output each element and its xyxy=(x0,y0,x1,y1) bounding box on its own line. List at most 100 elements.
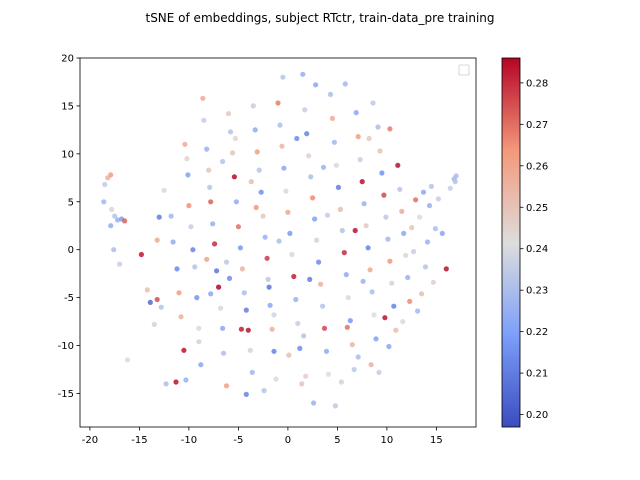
scatter-point xyxy=(417,214,423,220)
scatter-point xyxy=(182,141,188,147)
scatter-point xyxy=(289,251,295,258)
scatter-point xyxy=(249,369,255,375)
scatter-point xyxy=(101,199,107,205)
scatter-point xyxy=(188,224,194,230)
scatter-point xyxy=(360,278,366,284)
scatter-point xyxy=(435,196,441,202)
scatter-point xyxy=(204,256,210,262)
scatter-point xyxy=(204,146,210,152)
scatter-point xyxy=(452,179,458,185)
scatter-point xyxy=(318,281,324,287)
x-tick-label: 10 xyxy=(381,435,394,446)
scatter-point xyxy=(122,218,128,224)
scatter-point xyxy=(186,203,192,209)
scatter-point xyxy=(399,208,405,214)
scatter-point xyxy=(376,369,382,375)
scatter-point xyxy=(337,206,343,212)
scatter-point xyxy=(407,298,413,304)
colorbar-tick-label: 0.28 xyxy=(526,78,548,89)
colorbar-tick-label: 0.27 xyxy=(526,120,548,131)
scatter-point xyxy=(158,304,164,310)
scatter-point xyxy=(415,308,421,314)
scatter-point xyxy=(238,326,244,332)
x-tick-label: -20 xyxy=(82,435,98,446)
scatter-point xyxy=(252,127,258,133)
scatter-point xyxy=(327,91,334,97)
scatter-point xyxy=(108,223,114,229)
scatter-point xyxy=(112,213,118,219)
scatter-point xyxy=(183,377,189,383)
scatter-point xyxy=(229,150,236,156)
scatter-point xyxy=(321,325,328,331)
colorbar-tick-label: 0.24 xyxy=(526,244,548,255)
scatter-point xyxy=(223,259,230,265)
scatter-point xyxy=(115,217,121,223)
scatter-point xyxy=(280,74,286,80)
scatter-point xyxy=(332,403,338,409)
scatter-point xyxy=(395,162,401,168)
scatter-point xyxy=(443,266,449,272)
scatter-point xyxy=(377,148,383,154)
scatter-point xyxy=(271,312,277,318)
scatter-point xyxy=(439,230,445,236)
scatter-point xyxy=(370,100,376,106)
scatter-point xyxy=(409,225,415,231)
x-tick-label: -5 xyxy=(233,435,243,446)
scatter-point xyxy=(302,107,308,113)
scatter-point xyxy=(385,236,391,242)
scatter-point xyxy=(320,164,327,170)
scatter-point xyxy=(206,167,212,173)
y-tick-label: 0 xyxy=(68,245,74,256)
scatter-point xyxy=(353,110,359,116)
scatter-point xyxy=(430,279,436,285)
scatter-point xyxy=(355,354,361,360)
scatter-point xyxy=(365,245,371,251)
scatter-point xyxy=(163,381,169,387)
scatter-point xyxy=(393,327,399,333)
scatter-point xyxy=(447,185,453,191)
scatter-point xyxy=(173,379,179,385)
scatter-point xyxy=(144,287,150,293)
scatter-point xyxy=(367,267,373,273)
scatter-point xyxy=(411,249,417,255)
scatter-point xyxy=(154,296,160,303)
colorbar-tick-label: 0.25 xyxy=(526,203,548,214)
scatter-point xyxy=(344,324,350,330)
scatter-point xyxy=(293,296,299,303)
scatter-point xyxy=(363,223,369,229)
scatter-point xyxy=(375,124,381,130)
scatter-point xyxy=(291,273,297,280)
scatter-point xyxy=(342,81,348,87)
scatter-point xyxy=(323,348,330,354)
scatter-point xyxy=(299,381,305,387)
scatter-point xyxy=(373,336,379,342)
scatter-point xyxy=(295,320,301,327)
scatter-point xyxy=(220,325,226,331)
scatter-point xyxy=(286,352,292,358)
scatter-point xyxy=(287,230,293,236)
scatter-point xyxy=(359,179,365,185)
scatter-point xyxy=(352,227,358,234)
scatter-point xyxy=(355,134,361,140)
scatter-point xyxy=(371,312,377,318)
scatter-point xyxy=(201,117,207,123)
scatter-point xyxy=(338,379,344,385)
scatter-point xyxy=(387,258,393,264)
scatter-point xyxy=(329,115,335,121)
scatter-point xyxy=(325,371,332,377)
scatter-point xyxy=(304,131,310,137)
scatter-point xyxy=(243,307,249,313)
scatter-point xyxy=(285,209,291,215)
scatter-point xyxy=(190,247,196,253)
scatter-point xyxy=(331,139,337,145)
scatter-point xyxy=(422,264,429,270)
scatter-point xyxy=(185,172,191,178)
scatter-point xyxy=(311,400,317,406)
x-tick-label: 0 xyxy=(285,435,291,446)
scatter-point xyxy=(250,103,256,109)
y-tick-label: 5 xyxy=(68,197,74,208)
scatter-point xyxy=(220,350,227,356)
scatter-point xyxy=(294,135,300,142)
scatter-point xyxy=(154,237,160,243)
